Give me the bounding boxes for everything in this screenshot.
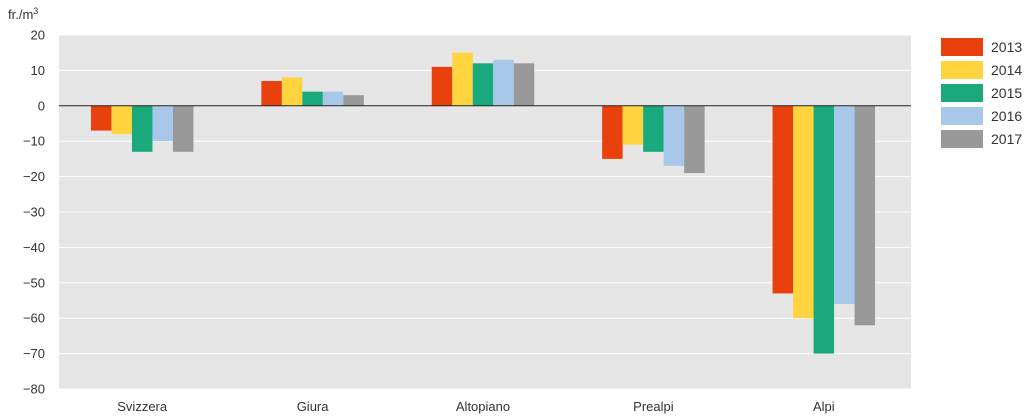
legend-label-2014: 2014 xyxy=(991,62,1022,78)
y-tick-label: −30 xyxy=(23,205,45,220)
bar-2017-giura xyxy=(343,95,364,106)
bar-2017-alpi xyxy=(854,105,876,326)
x-category-label: Altopiano xyxy=(456,399,510,414)
y-axis-unit-label: fr./m3 xyxy=(8,6,38,22)
y-axis-ticks: 20 10 0 −10 −20 −30 −40 −50 −60 −70 −80 xyxy=(23,28,45,397)
y-tick-label: −10 xyxy=(23,134,45,149)
bar-2016-alpi xyxy=(834,105,855,305)
bar-2016-altopiano xyxy=(493,59,514,106)
legend-label-2013: 2013 xyxy=(991,39,1022,55)
x-axis-categories: Svizzera Giura Altopiano Prealpi Alpi xyxy=(117,399,834,414)
bar-2017-svizzera xyxy=(172,105,194,152)
y-tick-label: 20 xyxy=(31,28,45,43)
legend-label-2016: 2016 xyxy=(991,108,1022,124)
bar-2015-prealpi xyxy=(643,105,664,152)
bar-2015-altopiano xyxy=(472,63,494,106)
bar-2017-prealpi xyxy=(684,105,705,174)
legend-label-2017: 2017 xyxy=(991,131,1022,147)
bar-2014-altopiano xyxy=(452,52,473,106)
bar-2016-giura xyxy=(322,91,344,106)
bar-2014-alpi xyxy=(793,105,814,319)
y-tick-label: −70 xyxy=(23,346,45,361)
bar-2014-prealpi xyxy=(622,105,644,145)
legend-swatch-2014 xyxy=(941,61,983,79)
y-tick-label: −40 xyxy=(23,240,45,255)
legend-label-2015: 2015 xyxy=(991,85,1022,101)
legend: 2013 2014 2015 2016 2017 xyxy=(941,38,1022,148)
bar-2015-svizzera xyxy=(131,105,153,152)
bar-2016-prealpi xyxy=(663,105,685,166)
bar-2015-giura xyxy=(302,91,323,106)
x-category-label: Svizzera xyxy=(117,399,168,414)
bar-2013-prealpi xyxy=(602,105,623,159)
y-axis-unit-superscript: 3 xyxy=(33,6,38,16)
bar-2013-alpi xyxy=(772,105,794,294)
bar-2014-giura xyxy=(281,77,303,106)
x-category-label: Alpi xyxy=(813,399,835,414)
legend-swatch-2013 xyxy=(941,38,983,56)
bar-2013-altopiano xyxy=(431,66,453,106)
legend-swatch-2015 xyxy=(941,84,983,102)
legend-swatch-2017 xyxy=(941,130,983,148)
bar-2016-svizzera xyxy=(152,105,173,142)
y-tick-label: 0 xyxy=(38,98,45,113)
bar-2015-alpi xyxy=(813,105,835,354)
bar-2013-svizzera xyxy=(90,105,112,131)
bar-2017-altopiano xyxy=(513,63,535,106)
bar-2013-giura xyxy=(261,81,282,106)
y-tick-label: 10 xyxy=(31,63,45,78)
y-tick-label: −80 xyxy=(23,382,45,397)
bars xyxy=(90,52,876,354)
y-axis-unit-text: fr./m xyxy=(8,7,33,22)
y-tick-label: −50 xyxy=(23,275,45,290)
x-category-label: Giura xyxy=(297,399,330,414)
y-tick-label: −60 xyxy=(23,311,45,326)
bar-2014-svizzera xyxy=(111,105,132,135)
y-tick-label: −20 xyxy=(23,169,45,184)
x-category-label: Prealpi xyxy=(633,399,674,414)
legend-swatch-2016 xyxy=(941,107,983,125)
